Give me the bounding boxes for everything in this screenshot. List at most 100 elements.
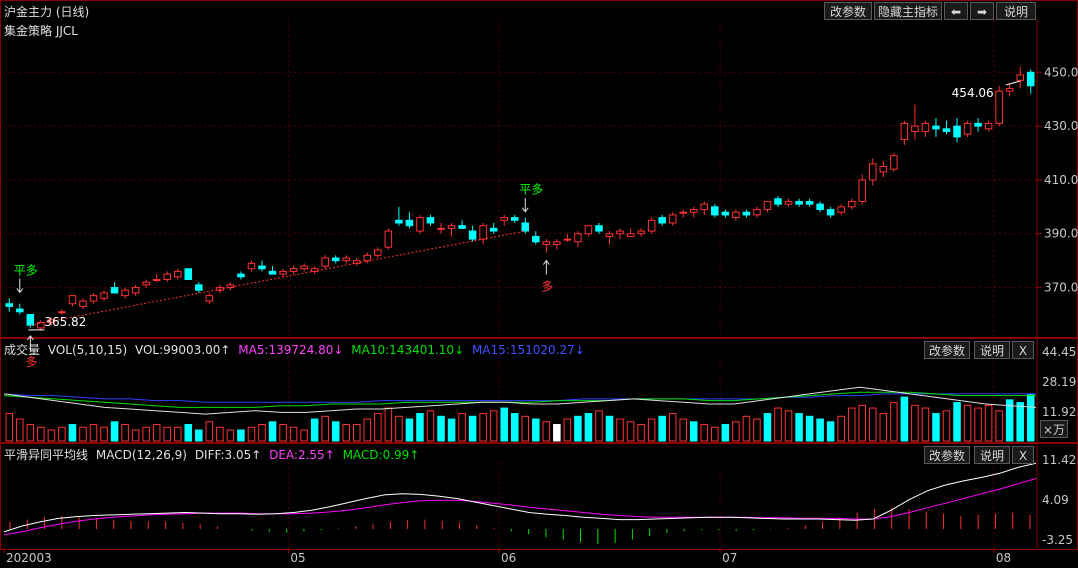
candle-body	[711, 206, 719, 216]
candle-body	[668, 214, 677, 224]
candle-body	[805, 200, 814, 205]
candle-body	[963, 122, 972, 135]
macd-value: MACD:0.99↑	[342, 448, 420, 462]
candle-body	[321, 257, 329, 267]
vol-ma10: MA10:143401.10↓	[351, 343, 465, 357]
hide-main-indicator-button[interactable]: 隐藏主指标	[874, 2, 942, 20]
candle-body	[700, 203, 709, 211]
volume-bar	[911, 404, 919, 442]
arrow-right-icon[interactable]: ➡	[970, 2, 994, 20]
macd-panel-name: MACD(12,26,9)	[95, 448, 187, 462]
signal-long-label: 多	[541, 280, 553, 294]
trend-line	[30, 230, 526, 326]
volume-bar	[374, 413, 382, 442]
candle-body	[584, 225, 593, 235]
macd-tick-label: 4.09	[1042, 493, 1069, 507]
arrow-left-icon[interactable]: ⬅	[944, 2, 968, 20]
candle-body	[89, 295, 98, 302]
volume-bar	[195, 429, 203, 442]
volume-bar	[900, 396, 909, 442]
overlay: 平多多 平多多 365.82 454.06	[14, 80, 1021, 369]
candle-body	[542, 241, 551, 246]
candle-body	[742, 211, 751, 216]
vol-ma5-line	[3, 386, 1037, 415]
volume-bar	[689, 421, 698, 442]
volume-bar	[658, 415, 666, 442]
help-button[interactable]: 说明	[996, 2, 1036, 20]
volume-bar	[510, 413, 519, 442]
panel-border	[0, 0, 1078, 338]
volume-bar	[331, 421, 340, 442]
candle-body	[1026, 71, 1035, 87]
candle-body	[152, 278, 161, 281]
strategy-label: 集金策略 JJCL	[4, 24, 78, 38]
candle-body	[563, 238, 572, 241]
candle-body	[384, 230, 393, 248]
candle-body	[816, 203, 824, 211]
volume-bar	[784, 410, 793, 442]
volume-bar	[1026, 393, 1035, 442]
candle-body	[226, 284, 235, 289]
volume-bar	[173, 426, 182, 442]
candle-body	[395, 219, 403, 224]
volume-bar	[416, 413, 424, 442]
volume-bar	[963, 404, 972, 442]
volume-bar	[890, 402, 898, 442]
macd-help-button[interactable]: 说明	[974, 446, 1010, 464]
volume-bar	[847, 407, 856, 442]
volume-bar	[879, 413, 888, 442]
volume-bar	[152, 424, 161, 442]
candle-body	[837, 206, 845, 213]
volume-bar	[342, 424, 351, 442]
volume-bar	[384, 407, 393, 442]
vol-tick-label: 11.92	[1042, 405, 1076, 419]
macd-edit-params-button[interactable]: 改参数	[924, 446, 970, 464]
volume-bar	[826, 421, 835, 442]
vol-edit-params-button[interactable]: 改参数	[924, 341, 970, 359]
volume-bar	[921, 407, 930, 442]
vol-tick-label: 44.45	[1042, 345, 1076, 359]
vol-close-icon[interactable]: X	[1012, 341, 1034, 359]
candle-body	[26, 313, 35, 326]
signal-flat-label: 平多	[519, 183, 543, 197]
candle-body	[237, 273, 245, 278]
candle-body	[268, 270, 277, 275]
vol-help-button[interactable]: 说明	[974, 341, 1010, 359]
candle-body	[142, 281, 150, 286]
arrow-up-icon	[26, 335, 34, 350]
candles	[5, 66, 1035, 331]
vol-unit-label: ×万	[1040, 420, 1068, 438]
last-price-label: 454.06	[952, 86, 994, 100]
candle-body	[342, 257, 351, 262]
volume-bar	[732, 421, 740, 442]
candle-body	[605, 233, 614, 237]
arrow-up-icon	[542, 259, 550, 275]
edit-params-button[interactable]: 改参数	[824, 2, 872, 20]
volume-bar	[753, 418, 761, 442]
volume-bar	[679, 418, 687, 442]
volume-bar	[763, 413, 772, 442]
vol-panel-header: 成交量 VOL(5,10,15) VOL:99003.00↑ MA5:13972…	[4, 341, 585, 358]
y-tick-label: 390.00	[1044, 227, 1078, 241]
volume-bar	[953, 402, 961, 442]
candle-body	[100, 292, 108, 299]
vol-ma10-line	[3, 391, 1036, 408]
volume-bar	[574, 415, 582, 442]
candle-body	[721, 211, 730, 216]
volume-bar	[247, 426, 256, 442]
candle-body	[532, 235, 540, 243]
macd-tick-label: -3.25	[1042, 533, 1073, 547]
volume-bar	[437, 415, 445, 442]
volume-bar	[542, 421, 551, 442]
vol-panel-name: VOL(5,10,15)	[47, 343, 128, 357]
candle-body	[900, 122, 909, 141]
volume-bar	[121, 424, 129, 442]
volume-bar	[184, 424, 193, 442]
volume-bar	[58, 426, 66, 442]
volume-bar	[353, 424, 361, 442]
candle-body	[458, 225, 466, 229]
macd-close-icon[interactable]: X	[1012, 446, 1034, 464]
macd-chart	[3, 462, 1037, 545]
macd-panel-label: 平滑异同平均线	[4, 448, 89, 462]
